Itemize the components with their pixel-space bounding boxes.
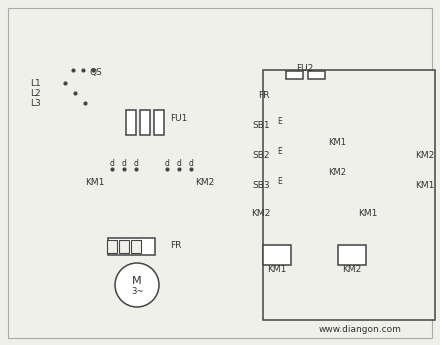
Text: L2: L2 bbox=[30, 89, 40, 98]
Bar bbox=[338, 245, 366, 265]
Text: SB1: SB1 bbox=[253, 120, 270, 129]
Text: d: d bbox=[176, 158, 181, 168]
Text: E: E bbox=[278, 177, 282, 186]
Text: d: d bbox=[121, 158, 126, 168]
Bar bbox=[126, 110, 136, 135]
Text: L1: L1 bbox=[30, 79, 41, 88]
Bar bbox=[119, 240, 129, 253]
Text: KM1: KM1 bbox=[358, 208, 378, 217]
Bar bbox=[263, 70, 435, 320]
Text: SB2: SB2 bbox=[253, 150, 270, 159]
Text: d: d bbox=[134, 158, 139, 168]
Text: L3: L3 bbox=[30, 99, 41, 108]
Text: M: M bbox=[132, 276, 142, 286]
Bar bbox=[108, 238, 155, 255]
Text: KM1: KM1 bbox=[415, 180, 435, 189]
Text: KM2: KM2 bbox=[195, 177, 215, 187]
Text: SB3: SB3 bbox=[253, 180, 270, 189]
Bar bbox=[263, 245, 291, 265]
Text: www.diangon.com: www.diangon.com bbox=[319, 325, 401, 335]
Text: E: E bbox=[278, 147, 282, 156]
Circle shape bbox=[115, 263, 159, 307]
Text: FR: FR bbox=[259, 90, 270, 99]
Text: KM1: KM1 bbox=[328, 138, 346, 147]
Bar bbox=[286, 71, 303, 79]
Bar bbox=[131, 240, 141, 253]
Text: FU1: FU1 bbox=[170, 114, 187, 122]
Text: KM2: KM2 bbox=[251, 208, 270, 217]
Bar bbox=[107, 240, 117, 253]
Text: d: d bbox=[165, 158, 169, 168]
Text: FU2: FU2 bbox=[297, 63, 314, 72]
Text: KM2: KM2 bbox=[328, 168, 346, 177]
Text: KM1: KM1 bbox=[85, 177, 105, 187]
Text: KM2: KM2 bbox=[415, 150, 435, 159]
Text: d: d bbox=[189, 158, 194, 168]
Text: KM1: KM1 bbox=[268, 266, 287, 275]
Text: KM2: KM2 bbox=[342, 266, 362, 275]
Text: QS: QS bbox=[90, 68, 103, 77]
Bar bbox=[154, 110, 164, 135]
Bar bbox=[308, 71, 325, 79]
Text: d: d bbox=[110, 158, 114, 168]
Bar bbox=[140, 110, 150, 135]
Text: E: E bbox=[278, 117, 282, 126]
Text: FR: FR bbox=[170, 240, 181, 249]
Text: 3~: 3~ bbox=[131, 286, 143, 296]
